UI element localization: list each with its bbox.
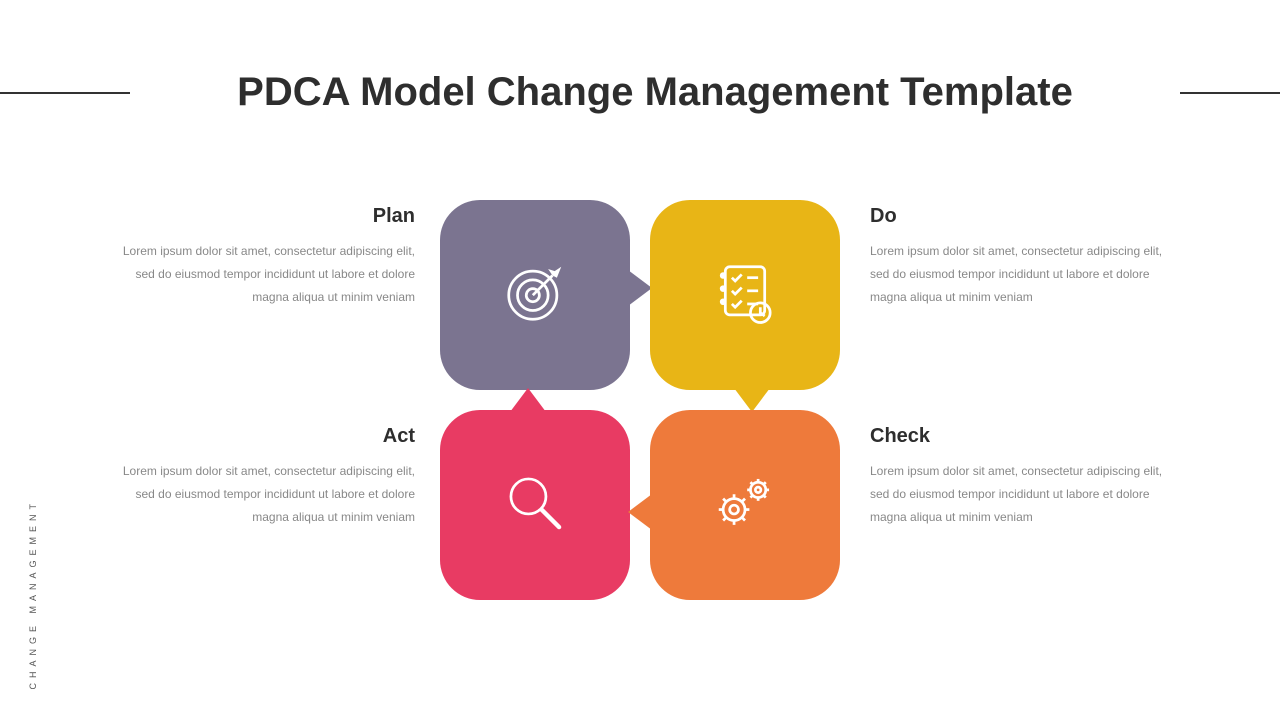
- tile-plan: [440, 200, 630, 390]
- pointer-check: [628, 494, 652, 530]
- text-plan: Plan Lorem ipsum dolor sit amet, consect…: [115, 205, 415, 308]
- sidebar-label: CHANGE MANAGEMENT: [28, 499, 38, 690]
- title-row: PDCA Model Change Management Template: [0, 0, 1280, 115]
- tile-act: [440, 410, 630, 600]
- text-check: Check Lorem ipsum dolor sit amet, consec…: [870, 425, 1170, 528]
- quad-grid: [440, 200, 840, 600]
- body-plan: Lorem ipsum dolor sit amet, consectetur …: [115, 240, 415, 308]
- pointer-plan: [628, 270, 652, 306]
- text-do: Do Lorem ipsum dolor sit amet, consectet…: [870, 205, 1170, 308]
- title-divider-right: [1180, 92, 1280, 94]
- title-divider-left: [0, 92, 130, 94]
- body-do: Lorem ipsum dolor sit amet, consectetur …: [870, 240, 1170, 308]
- pdca-diagram: Plan Lorem ipsum dolor sit amet, consect…: [0, 200, 1280, 650]
- heading-act: Act: [115, 425, 415, 448]
- body-act: Lorem ipsum dolor sit amet, consectetur …: [115, 460, 415, 528]
- body-check: Lorem ipsum dolor sit amet, consectetur …: [870, 460, 1170, 528]
- pointer-act: [510, 388, 546, 412]
- tile-check: [650, 410, 840, 600]
- checklist-icon: [710, 258, 780, 333]
- text-act: Act Lorem ipsum dolor sit amet, consecte…: [115, 425, 415, 528]
- magnifier-icon: [500, 468, 570, 543]
- page-title: PDCA Model Change Management Template: [130, 70, 1180, 115]
- pointer-do: [734, 388, 770, 412]
- tile-do: [650, 200, 840, 390]
- heading-check: Check: [870, 425, 1170, 448]
- heading-do: Do: [870, 205, 1170, 228]
- gears-icon: [710, 468, 780, 543]
- target-icon: [500, 258, 570, 333]
- heading-plan: Plan: [115, 205, 415, 228]
